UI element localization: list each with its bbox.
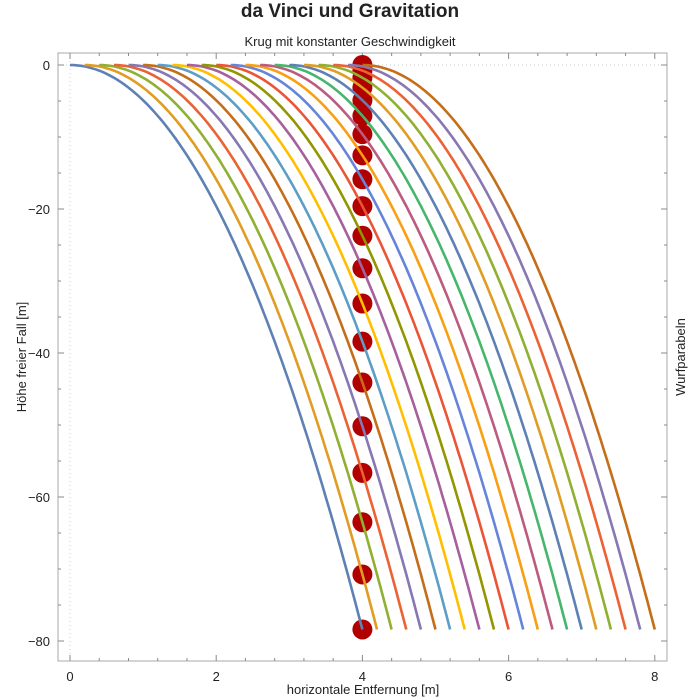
parabola-series-8 [172,63,466,630]
parabola-series-2 [84,63,379,630]
parabola-series-9 [186,63,481,630]
legend-label: Wurfparabeln [673,318,688,396]
chart-subtitle: Krug mit konstanter Geschwindigkeit [244,34,456,49]
parabola-series-19 [333,63,627,630]
chart-title: da Vinci und Gravitation [240,1,460,22]
parabola-series-5 [128,63,423,630]
parabola-series-7 [157,63,452,630]
parabola-series-11 [216,63,510,630]
parabola-series-18 [318,63,613,630]
parabola-series-12 [230,63,525,630]
x-tick-label: 2 [213,669,220,684]
parabola-series-13 [245,63,540,630]
y-tick-label: −20 [28,202,50,217]
parabola-series-17 [303,63,598,630]
parabola-series-1 [69,63,364,630]
x-tick-label: 6 [505,669,512,684]
parabola-series-10 [201,63,496,630]
parabola-series-21 [362,63,657,630]
x-tick-label: 0 [66,669,73,684]
x-tick-label: 4 [359,669,366,684]
y-tick-label: −80 [28,634,50,649]
parabola-series-6 [143,63,437,630]
parabola-series-16 [289,63,583,630]
parabola-series-20 [347,63,642,630]
y-tick-label: −40 [28,346,50,361]
parabola-series-4 [113,63,408,630]
y-tick-label: 0 [43,58,50,73]
parabola-series-15 [274,63,569,630]
y-axis-label: Höhe freier Fall [m] [14,302,29,413]
x-tick-label: 8 [651,669,658,684]
parabola-series-14 [260,63,554,630]
parabola-series-3 [99,63,393,630]
y-tick-label: −60 [28,490,50,505]
x-axis-label: horizontale Entfernung [m] [287,682,439,697]
